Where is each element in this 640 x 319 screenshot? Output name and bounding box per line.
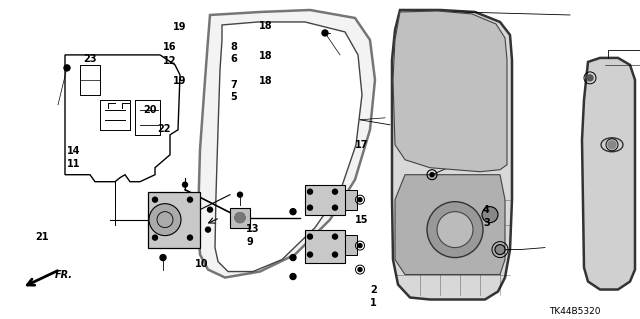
Circle shape xyxy=(152,235,157,240)
Circle shape xyxy=(333,252,337,257)
Bar xyxy=(345,190,357,210)
Polygon shape xyxy=(148,192,200,248)
Circle shape xyxy=(290,255,296,261)
Circle shape xyxy=(235,213,245,223)
Circle shape xyxy=(322,30,328,36)
Text: 12: 12 xyxy=(163,56,177,65)
Circle shape xyxy=(482,207,498,223)
Text: 13: 13 xyxy=(246,224,260,234)
Polygon shape xyxy=(395,175,505,275)
Circle shape xyxy=(188,197,193,202)
Polygon shape xyxy=(392,10,512,300)
Circle shape xyxy=(290,209,296,215)
Text: 6: 6 xyxy=(230,54,237,64)
Text: 23: 23 xyxy=(83,54,97,64)
Bar xyxy=(345,234,357,255)
Circle shape xyxy=(430,173,434,177)
Circle shape xyxy=(307,205,312,210)
Text: 18: 18 xyxy=(259,21,273,32)
Polygon shape xyxy=(305,185,345,215)
Polygon shape xyxy=(582,58,635,290)
Circle shape xyxy=(207,207,212,212)
Circle shape xyxy=(149,204,181,236)
Circle shape xyxy=(160,255,166,261)
Text: 7: 7 xyxy=(230,80,237,90)
Circle shape xyxy=(495,245,505,255)
Text: 15: 15 xyxy=(355,215,369,225)
Polygon shape xyxy=(305,230,345,263)
Circle shape xyxy=(358,268,362,271)
Text: 11: 11 xyxy=(67,159,81,169)
Circle shape xyxy=(307,189,312,194)
Circle shape xyxy=(333,234,337,239)
Circle shape xyxy=(307,234,312,239)
Text: 20: 20 xyxy=(143,105,157,115)
Text: 10: 10 xyxy=(195,259,209,269)
Circle shape xyxy=(587,75,593,81)
Circle shape xyxy=(307,252,312,257)
Circle shape xyxy=(333,205,337,210)
Circle shape xyxy=(237,192,243,197)
Text: 19: 19 xyxy=(173,76,186,86)
Circle shape xyxy=(608,141,616,149)
Text: 14: 14 xyxy=(67,146,81,156)
Circle shape xyxy=(358,198,362,202)
Text: 3: 3 xyxy=(483,218,490,228)
Circle shape xyxy=(182,182,188,187)
Circle shape xyxy=(333,189,337,194)
Text: 4: 4 xyxy=(483,204,490,215)
Text: TK44B5320: TK44B5320 xyxy=(549,308,601,316)
Circle shape xyxy=(64,65,70,71)
Text: 22: 22 xyxy=(157,124,170,134)
Circle shape xyxy=(188,235,193,240)
Text: 9: 9 xyxy=(246,237,253,247)
Polygon shape xyxy=(215,22,362,271)
Circle shape xyxy=(152,197,157,202)
Text: 18: 18 xyxy=(259,76,273,86)
Circle shape xyxy=(205,227,211,232)
Text: 19: 19 xyxy=(173,22,186,32)
Text: 21: 21 xyxy=(35,232,49,242)
Text: 18: 18 xyxy=(259,51,273,61)
Polygon shape xyxy=(393,11,507,172)
Text: 16: 16 xyxy=(163,42,177,52)
Text: 8: 8 xyxy=(230,42,237,52)
Circle shape xyxy=(358,244,362,248)
Text: 5: 5 xyxy=(230,92,237,102)
Text: FR.: FR. xyxy=(55,270,73,279)
Circle shape xyxy=(437,211,473,248)
Text: 2: 2 xyxy=(370,285,377,295)
Polygon shape xyxy=(198,10,375,278)
Circle shape xyxy=(290,274,296,279)
Circle shape xyxy=(427,202,483,257)
Text: 17: 17 xyxy=(355,140,369,150)
Text: 1: 1 xyxy=(370,298,377,308)
Bar xyxy=(230,208,250,228)
